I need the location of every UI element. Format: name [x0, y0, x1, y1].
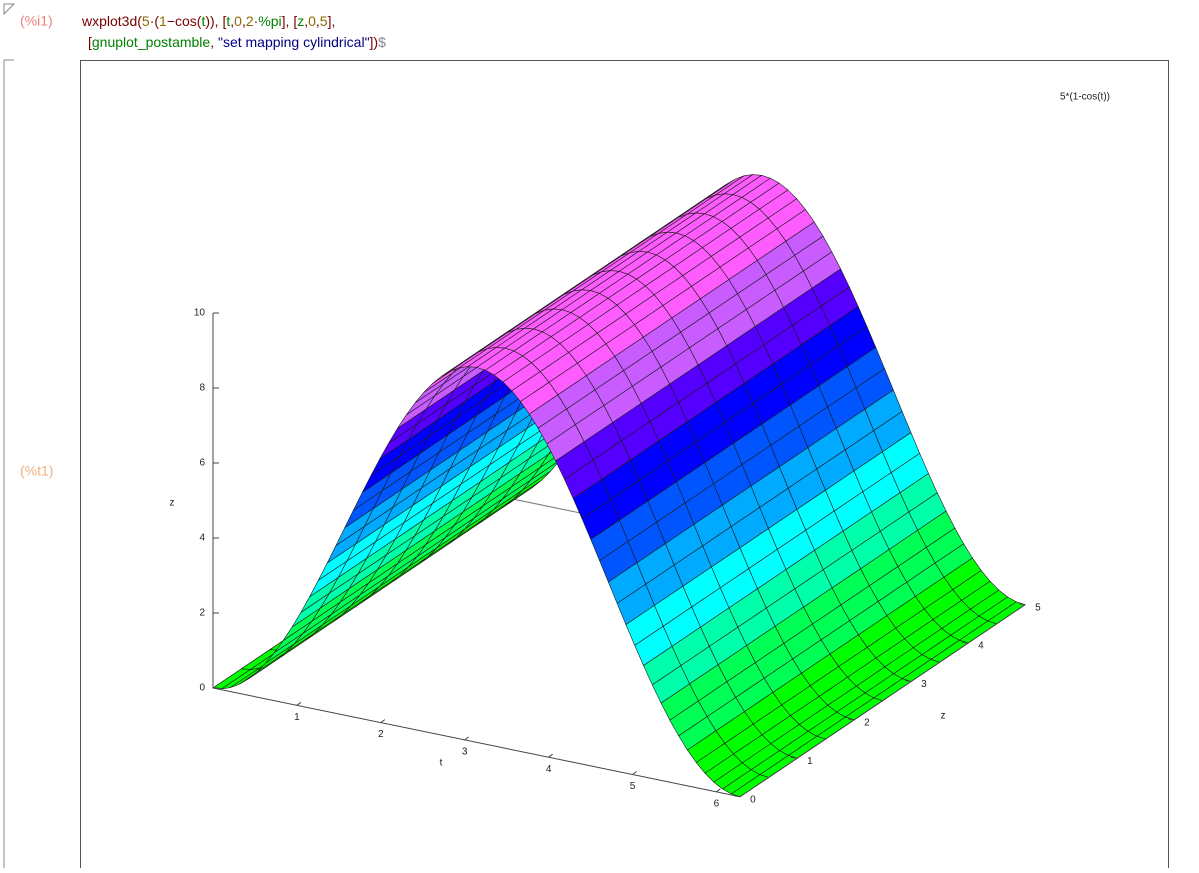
tick-label: 4 — [199, 533, 205, 544]
tick-label: 10 — [194, 308, 206, 319]
code-token: 5 — [142, 13, 150, 29]
tick-label: 2 — [864, 718, 870, 729]
tick-label: 0 — [199, 683, 205, 694]
code-token: , — [242, 13, 246, 29]
code-token: 5 — [320, 13, 328, 29]
tick-label: 0 — [750, 794, 756, 805]
tick-mark — [848, 718, 855, 721]
axis — [739, 604, 1026, 798]
code-token: 0 — [234, 13, 242, 29]
tick-mark — [380, 719, 386, 723]
code-token: , — [210, 34, 218, 50]
tick-mark — [632, 771, 637, 775]
tick-label: 3 — [921, 679, 927, 690]
code-token: , — [304, 13, 308, 29]
code-token: 2 — [246, 13, 254, 29]
tick-label: 2 — [199, 608, 205, 619]
tick-label: 3 — [462, 747, 468, 758]
legend: 5*(1-cos(t)) — [1060, 92, 1110, 103]
axis — [212, 687, 741, 798]
input-code[interactable]: [gnuplot_postamble, "set mapping cylindr… — [88, 34, 386, 50]
tick-mark — [716, 788, 721, 793]
code-token: ]) — [370, 34, 379, 50]
code-token: 0 — [308, 13, 316, 29]
tick-label: 1 — [294, 712, 300, 723]
code-token: ·( — [150, 13, 160, 29]
tick-label: 2 — [378, 729, 384, 740]
tick-mark — [296, 701, 302, 706]
code-token: "set mapping cylindrical" — [218, 34, 370, 50]
tick-label: 5 — [1035, 602, 1041, 613]
code-token: t — [201, 13, 205, 29]
code-token: , — [230, 13, 234, 29]
output-label: (%t1) — [20, 463, 53, 479]
code-token: %pi — [258, 13, 281, 29]
tick-mark — [962, 641, 969, 644]
input-label: (%i1) — [20, 13, 53, 29]
code-token: −cos( — [167, 13, 202, 29]
code-token: gnuplot_postamble — [92, 34, 211, 50]
tick-label: 6 — [714, 798, 720, 809]
tick-label: 4 — [546, 764, 552, 775]
tick-label: 6 — [199, 458, 205, 469]
code-token: ], [ — [282, 13, 298, 29]
tick-mark — [548, 753, 553, 758]
code-token: $ — [378, 34, 386, 50]
code-token: [ — [88, 34, 92, 50]
code-token: z — [297, 13, 304, 29]
axis-label: z — [941, 711, 946, 722]
code-token: · — [254, 13, 259, 29]
cell-bracket[interactable] — [3, 3, 16, 16]
tick-label: 4 — [978, 641, 984, 652]
code-token: wxplot3d( — [81, 13, 142, 29]
code-token: )), [ — [205, 13, 226, 29]
axis-label: z — [170, 498, 175, 509]
code-token: , — [316, 13, 320, 29]
input-code[interactable]: wxplot3d(5·(1−cos(t)), [t,0,2·%pi], [z,0… — [81, 13, 335, 29]
tick-mark — [734, 795, 741, 798]
tick-mark — [791, 756, 798, 759]
code-token: ], — [328, 13, 336, 29]
tick-mark — [905, 680, 912, 682]
tick-mark — [1019, 603, 1026, 606]
axis-label: t — [440, 758, 443, 769]
code-token: 1 — [159, 13, 167, 29]
tick-mark — [464, 736, 470, 741]
tick-label: 8 — [199, 383, 205, 394]
tick-label: 5 — [630, 781, 636, 792]
code-token: t — [226, 13, 230, 29]
tick-label: 1 — [807, 756, 813, 767]
